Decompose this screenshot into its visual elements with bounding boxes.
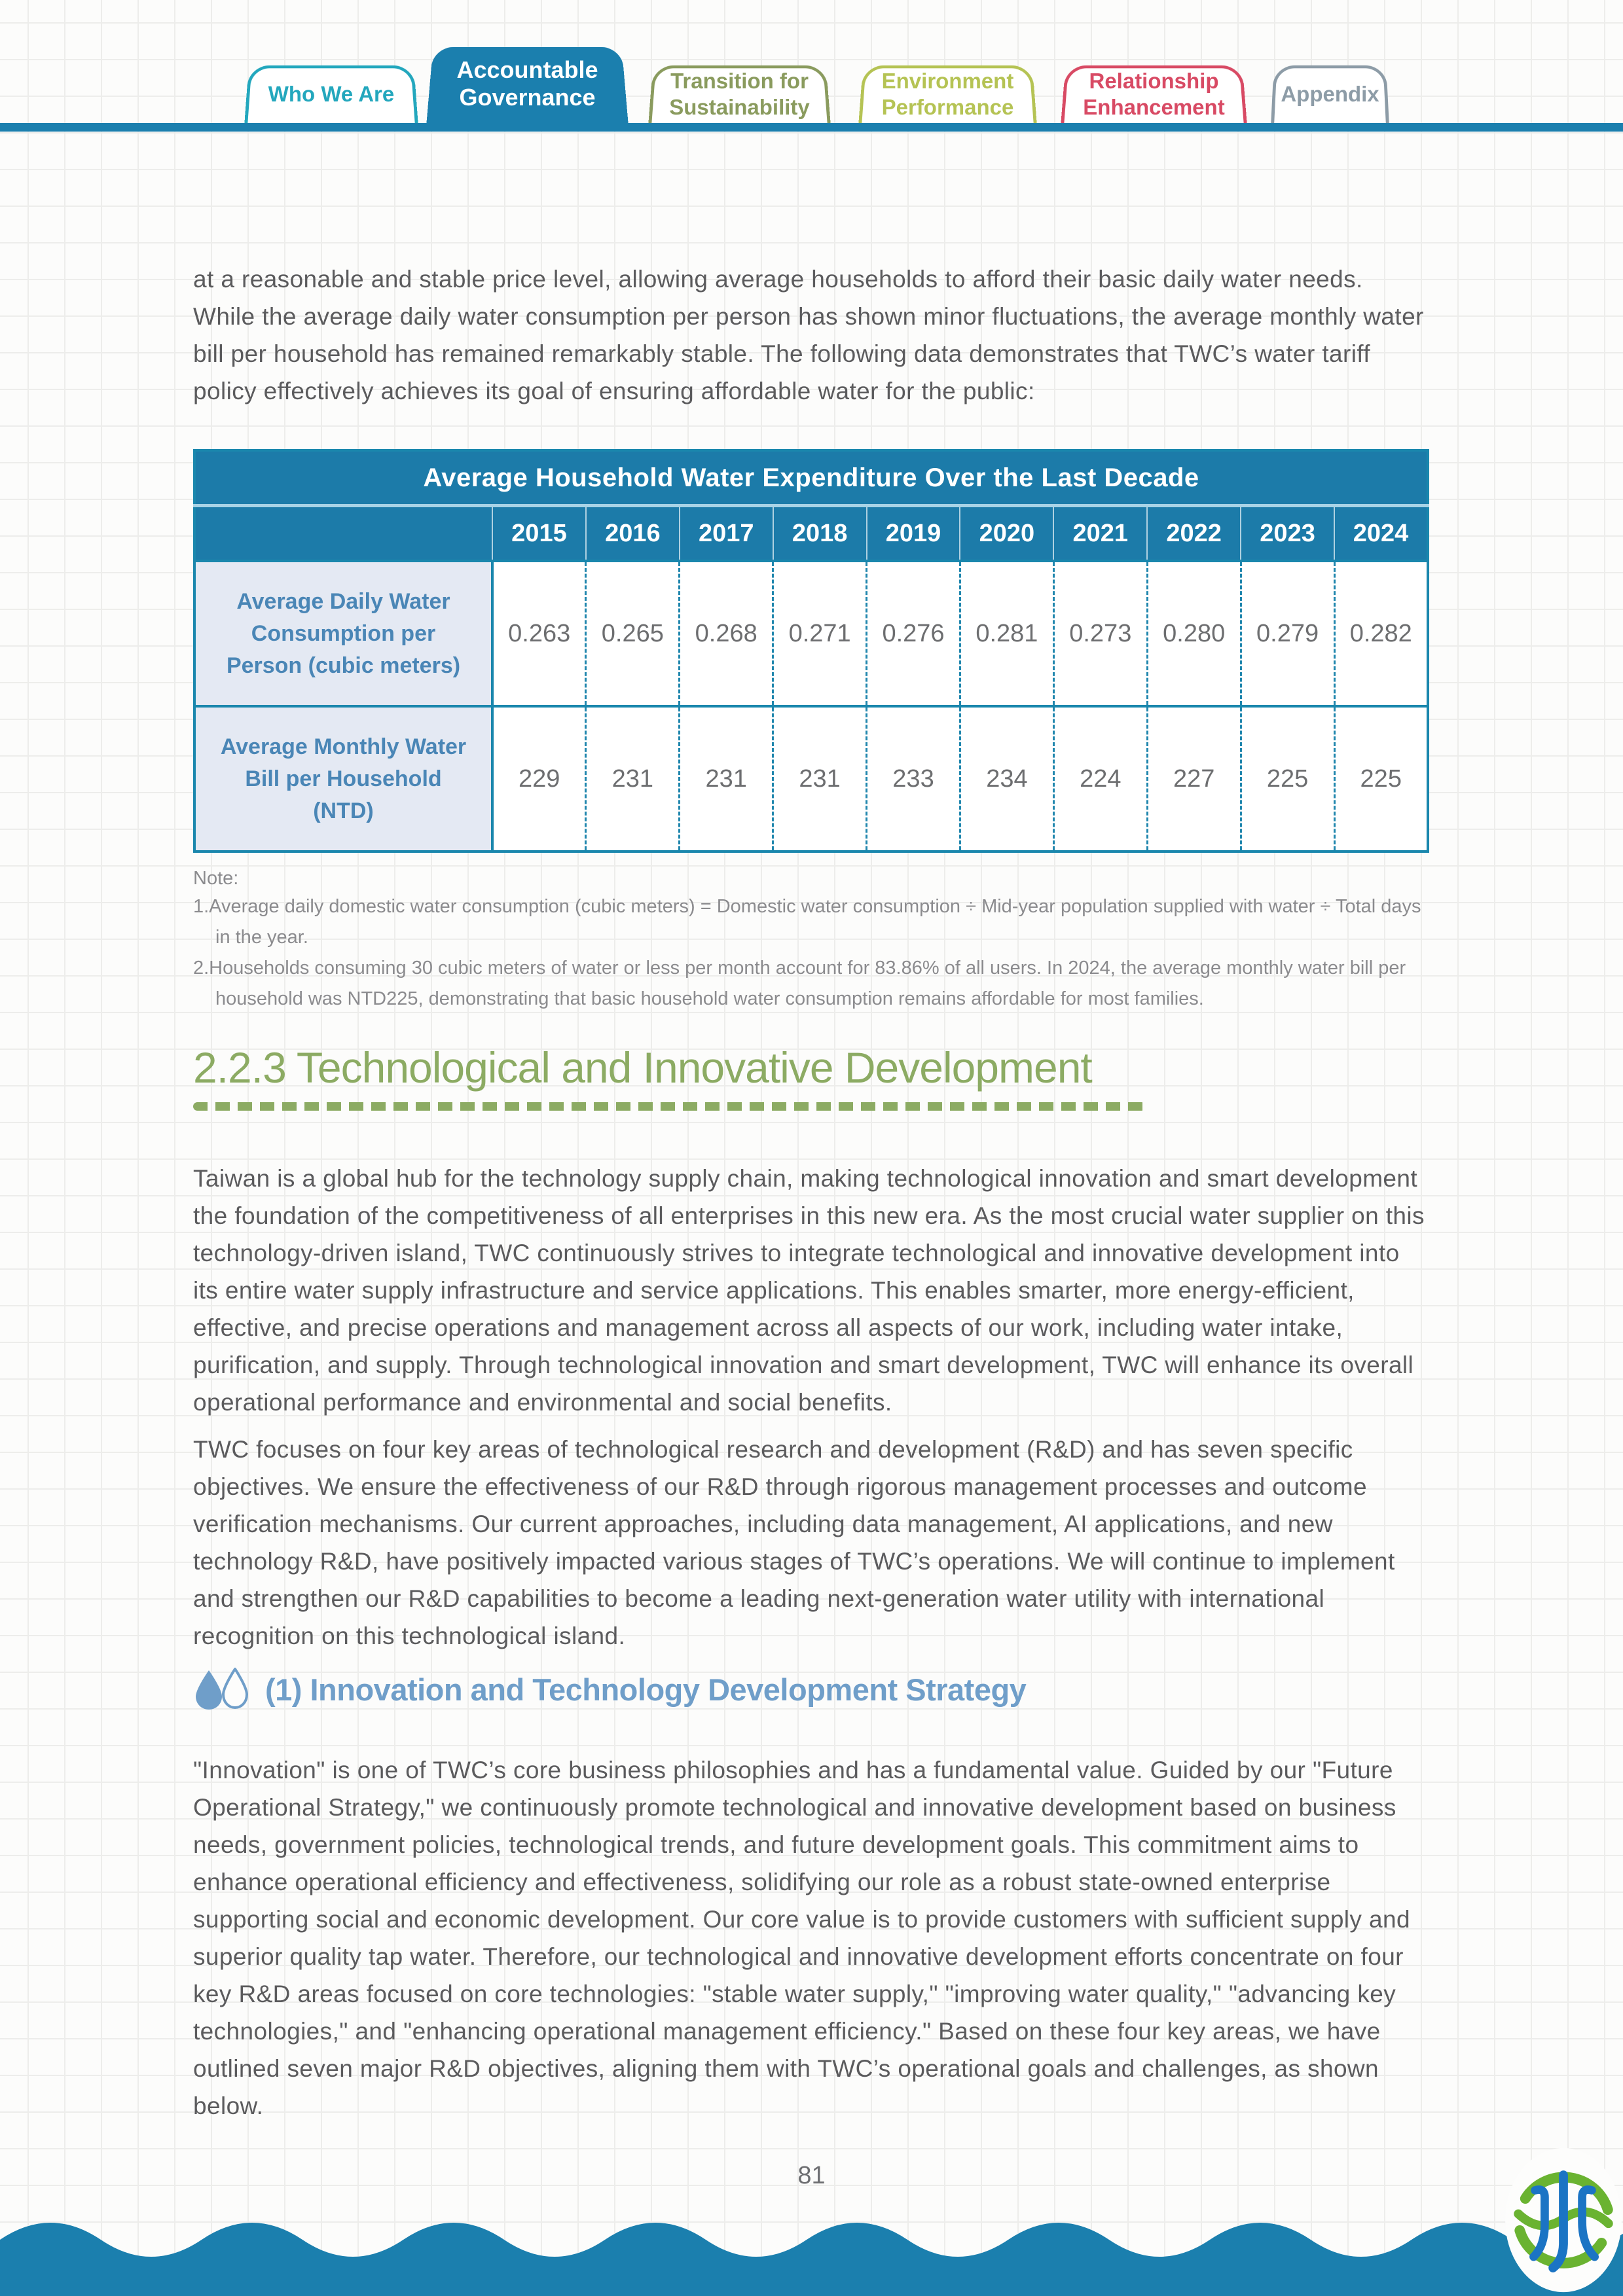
tab-label: Relationship (1089, 68, 1219, 93)
year-header: 2017 (678, 505, 773, 561)
strategy-paragraph: "Innovation" is one of TWC’s core busine… (193, 1757, 1410, 2119)
tab-label: Sustainability (669, 94, 810, 119)
note-item: 2.Households consuming 30 cubic meters o… (193, 958, 1406, 1009)
intro-paragraph: at a reasonable and stable price level, … (193, 266, 1424, 404)
table-cell: 225 (1239, 705, 1335, 852)
tab-appendix[interactable]: Appendix (1271, 62, 1389, 126)
table-cell: 233 (866, 705, 960, 852)
tab-accountable-governance[interactable]: Accountable Governance (426, 41, 629, 126)
year-header: 2016 (585, 505, 680, 561)
tech-paragraph-1: Taiwan is a global hub for the technolog… (193, 1165, 1425, 1416)
tab-label: Governance (459, 83, 596, 111)
note-item: 1.Average daily domestic water consumpti… (193, 896, 1421, 948)
tab-label: Performance (881, 94, 1014, 119)
year-header: 2019 (866, 505, 960, 561)
table-cell: 224 (1052, 705, 1148, 852)
table-row: Average Daily Water Consumption per Pers… (194, 560, 1428, 706)
table-title-row: Average Household Water Expenditure Over… (194, 450, 1428, 507)
table-cell: 0.273 (1052, 560, 1148, 706)
table-notes: Note: 1.Average daily domestic water con… (193, 865, 1437, 1014)
table-cell: 0.282 (1333, 560, 1428, 706)
table-cell: 225 (1333, 705, 1428, 852)
table-cell: 234 (958, 705, 1054, 852)
page-number: 81 (797, 2162, 826, 2189)
year-header: 2024 (1334, 505, 1428, 561)
tab-label: Accountable (456, 56, 598, 83)
table-cell: 0.268 (678, 560, 773, 706)
year-header: 2022 (1146, 505, 1241, 561)
tab-label: Environment (881, 68, 1014, 93)
tab-label: Transition for (670, 68, 809, 93)
twc-logo (1505, 2147, 1622, 2293)
sub-heading: (1) Innovation and Technology Developmen… (193, 1668, 1027, 1711)
tab-transition-for-sustainability[interactable]: Transition for Sustainability (648, 62, 831, 126)
sub-heading-text: (1) Innovation and Technology Developmen… (265, 1672, 1027, 1707)
nav-divider-bar (0, 123, 1623, 132)
tab-label: Appendix (1281, 81, 1379, 106)
table-cell: 0.281 (958, 560, 1054, 706)
table-cell: 0.265 (585, 560, 680, 706)
table-cell: 0.280 (1146, 560, 1241, 706)
table-row: Average Monthly Water Bill per Household… (194, 705, 1428, 852)
table-cell: 0.263 (491, 560, 586, 706)
note-label: Note: (193, 868, 239, 889)
table-cell: 231 (585, 705, 680, 852)
water-expenditure-table: Average Household Water Expenditure Over… (193, 449, 1429, 853)
year-header: 2023 (1240, 505, 1335, 561)
table-year-header-row: 2015 2016 2017 2018 2019 2020 2021 2022 … (194, 505, 1428, 561)
section-heading-underline (193, 1102, 1146, 1111)
tab-who-we-are[interactable]: Who We Are (244, 62, 418, 126)
tab-label: Who We Are (268, 81, 395, 106)
year-header: 2018 (772, 505, 867, 561)
row-header: Average Daily Water Consumption per Pers… (194, 560, 492, 706)
row-header: Average Monthly Water Bill per Household… (194, 705, 492, 852)
section-heading-text: 2.2.3 Technological and Innovative Devel… (193, 1043, 1093, 1092)
table-cell: 231 (772, 705, 867, 852)
year-header: 2020 (959, 505, 1054, 561)
footer-wave (0, 2223, 1623, 2296)
year-header: 2021 (1053, 505, 1148, 561)
tab-relationship-enhancement[interactable]: Relationship Enhancement (1061, 62, 1247, 126)
table-cell: 0.271 (772, 560, 867, 706)
table-cell: 0.279 (1239, 560, 1335, 706)
tab-label: Enhancement (1083, 94, 1225, 119)
table-title: Average Household Water Expenditure Over… (194, 450, 1428, 507)
table-cell: 231 (678, 705, 773, 852)
water-drops-icon (196, 1668, 249, 1710)
table-cell: 0.276 (866, 560, 960, 706)
table-cell: 229 (491, 705, 586, 852)
table-corner-cell (194, 505, 492, 561)
section-heading: 2.2.3 Technological and Innovative Devel… (193, 1042, 1146, 1111)
tab-environment-performance[interactable]: Environment Performance (858, 62, 1037, 126)
table-cell: 227 (1146, 705, 1241, 852)
tech-paragraph-2: TWC focuses on four key areas of technol… (193, 1436, 1395, 1649)
year-header: 2015 (492, 505, 586, 561)
